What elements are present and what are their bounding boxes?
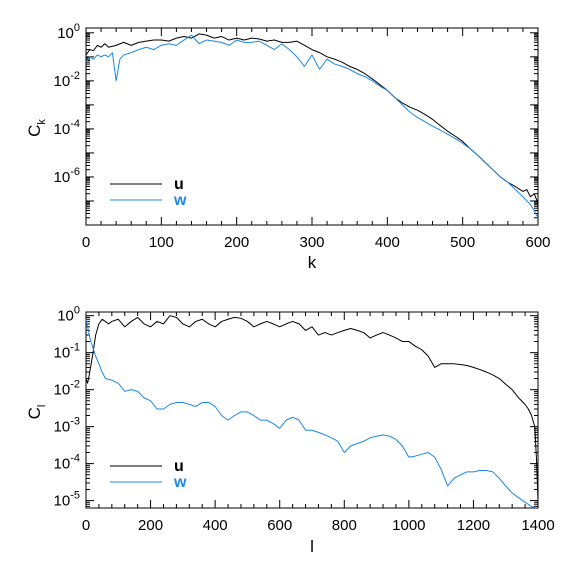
y-axis-title: Ck <box>25 119 48 137</box>
x-tick-label: 600 <box>267 517 292 534</box>
k-spectrum-chart: 0 100 200 300 400 500 600 100 10-2 10-4 10-6 Ck k uw <box>25 22 551 272</box>
x-tick-label: 500 <box>450 234 475 251</box>
y-tick-label: 10-6 <box>54 166 80 186</box>
y-tick-label: 100 <box>57 22 80 42</box>
x-tick-label: 1400 <box>521 517 554 534</box>
legend-label-w: w <box>173 192 187 209</box>
plot-frame <box>85 27 539 226</box>
y-tick-label: 10-5 <box>54 490 80 510</box>
l-spectrum-chart: 0 200 400 600 800 1000 1200 1400 100 10-1 10-2 10-3… <box>25 305 555 556</box>
x-tick-label: 200 <box>224 234 249 251</box>
legend-label-u: u <box>174 458 184 475</box>
x-tick-label: 100 <box>149 234 174 251</box>
y-tick-label: 10-2 <box>54 70 80 90</box>
x-tick-label: 400 <box>375 234 400 251</box>
x-tick-label: 300 <box>299 234 324 251</box>
x-axis-title: k <box>308 253 317 272</box>
x-axis-title: l <box>310 537 314 556</box>
y-tick-label: 10-2 <box>54 379 80 399</box>
series-line-w <box>86 34 538 219</box>
y-tick-label: 10-4 <box>54 453 80 473</box>
y-tick-label: 10-4 <box>54 118 80 138</box>
legend-label-w: w <box>173 474 187 491</box>
x-tick-label: 200 <box>138 517 163 534</box>
y-tick-label: 10-1 <box>54 342 80 362</box>
x-tick-label: 1200 <box>457 517 490 534</box>
series-line-w <box>86 319 538 508</box>
x-tick-label: 1000 <box>392 517 425 534</box>
series-line-u <box>86 315 538 501</box>
y-axis-title: Cl <box>25 405 48 420</box>
x-tick-label: 400 <box>203 517 228 534</box>
x-tick-label: 800 <box>332 517 357 534</box>
y-tick-label: 10-3 <box>54 416 80 436</box>
legend-label-u: u <box>174 176 184 193</box>
x-tick-label: 600 <box>525 234 550 251</box>
x-tick-label: 0 <box>82 517 90 534</box>
x-tick-label: 0 <box>82 234 90 251</box>
series-line-u <box>86 33 538 204</box>
y-tick-label: 100 <box>57 305 80 325</box>
plot-frame <box>85 311 539 509</box>
